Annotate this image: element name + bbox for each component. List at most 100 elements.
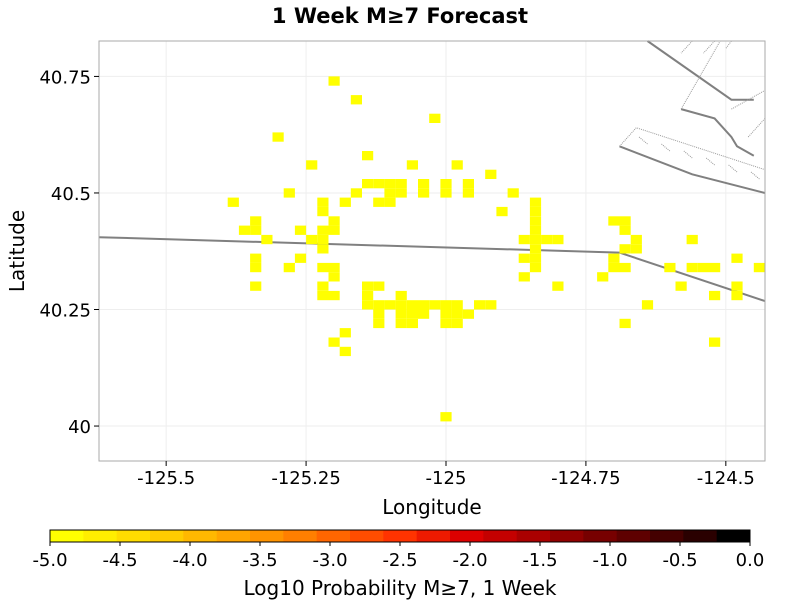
y-tick-label: 40.25 — [39, 301, 91, 322]
forecast-cell — [350, 188, 362, 198]
forecast-cell — [406, 309, 418, 319]
colorbar-swatch — [83, 530, 118, 542]
forecast-cell — [462, 188, 474, 198]
forecast-cell — [675, 281, 687, 291]
colorbar-swatch — [316, 530, 351, 542]
plot-frame — [98, 40, 766, 462]
forecast-cell — [373, 197, 385, 207]
forecast-cell — [384, 300, 396, 310]
forecast-cell — [731, 281, 743, 291]
forecast-cell — [518, 234, 530, 245]
forecast-cell — [608, 253, 620, 263]
forecast-cell — [317, 290, 329, 301]
forecast-cell — [294, 253, 307, 263]
colorbar-swatch — [450, 530, 484, 542]
forecast-cell — [339, 328, 351, 338]
colorbar-swatch — [150, 530, 184, 542]
x-tick-label: -125.5 — [137, 468, 195, 489]
colorbar-tick-label: -3.0 — [312, 550, 347, 571]
forecast-cell — [328, 290, 340, 301]
forecast-cell — [619, 225, 631, 235]
forecast-cell — [529, 253, 542, 263]
forecast-cell — [395, 300, 407, 310]
forecast-cell — [451, 300, 463, 310]
forecast-cell — [250, 281, 262, 291]
y-axis-label: Latitude — [5, 210, 29, 292]
colorbar-tick-label: -2.5 — [382, 550, 417, 571]
forecast-cell — [317, 206, 329, 217]
forecast-cell — [317, 225, 329, 235]
forecast-cell — [529, 206, 542, 217]
colorbar-swatch — [50, 530, 84, 542]
forecast-cell — [395, 290, 407, 301]
colorbar-swatch — [650, 530, 684, 542]
forecast-cell — [395, 309, 407, 319]
forecast-cell — [608, 262, 620, 273]
forecast-cell — [518, 272, 530, 282]
forecast-cell — [541, 234, 553, 245]
forecast-cell — [362, 290, 374, 301]
y-tick-label: 40.75 — [39, 67, 91, 88]
forecast-cell — [429, 113, 441, 123]
forecast-cell — [440, 412, 452, 422]
forecast-cell — [451, 160, 463, 170]
colorbar-tick-label: -1.5 — [522, 550, 557, 571]
boundary-hatch — [703, 40, 715, 54]
colorbar-label: Log10 Probability M≥7, 1 Week — [244, 576, 557, 600]
forecast-cell — [294, 225, 307, 235]
colorbar-tick-label: 0.0 — [736, 550, 765, 571]
forecast-cell — [619, 262, 631, 273]
forecast-cell — [373, 309, 385, 319]
forecast-cell — [317, 262, 329, 273]
forecast-cell — [306, 160, 318, 170]
forecast-cell — [250, 216, 262, 226]
forecast-cell — [418, 300, 430, 310]
forecast-cell — [641, 300, 654, 310]
forecast-cell — [686, 234, 698, 245]
colorbar-swatch — [116, 530, 151, 542]
forecast-cell — [261, 234, 273, 245]
forecast-cell — [373, 179, 385, 189]
x-axis: -125.5 -125.25 -125 -124.75 -124.5 — [137, 461, 755, 489]
chart-title: 1 Week M≥7 Forecast — [272, 4, 528, 28]
colorbar-swatch — [516, 530, 551, 542]
boundary-line — [747, 118, 766, 138]
forecast-cell — [731, 290, 743, 301]
forecast-cell — [317, 197, 329, 207]
forecast-cell — [406, 300, 418, 310]
forecast-cell — [418, 179, 430, 189]
y-tick-label: 40.5 — [51, 184, 91, 205]
forecast-cell — [317, 234, 329, 245]
x-tick-label: -125 — [426, 468, 467, 489]
forecast-cell — [373, 281, 385, 291]
colorbar-ticks: -5.0 -4.5 -4.0 -3.5 -3.0 -2.5 -2.0 -1.5 -1.0 -0.5… — [32, 542, 764, 571]
grid-lines — [99, 41, 765, 461]
colorbar-swatch — [250, 530, 284, 542]
x-tick-label: -124.75 — [551, 468, 620, 489]
forecast-cell — [328, 76, 340, 86]
forecast-cell — [283, 262, 295, 273]
forecast-cell — [395, 188, 407, 198]
forecast-cell — [630, 234, 642, 245]
forecast-cell — [485, 169, 497, 179]
colorbar-tick-label: -5.0 — [32, 550, 67, 571]
plot-background — [99, 41, 765, 461]
forecast-cell — [597, 272, 609, 282]
forecast-cell — [507, 188, 519, 198]
colorbar-tick-label: -0.5 — [662, 550, 697, 571]
forecast-cell — [440, 188, 452, 198]
forecast-cell — [227, 197, 239, 207]
forecast-cell — [462, 179, 474, 189]
forecast-cell — [630, 244, 642, 254]
forecast-cell — [709, 290, 721, 301]
forecast-cell — [395, 179, 407, 189]
colorbar-swatch — [583, 530, 618, 542]
forecast-cell — [339, 197, 351, 207]
boundary-hatch — [680, 40, 693, 54]
forecast-cell — [373, 300, 385, 310]
boundary-line — [619, 127, 766, 171]
forecast-cell — [529, 216, 542, 226]
forecast-cell — [552, 234, 564, 245]
forecast-cell — [518, 253, 530, 263]
